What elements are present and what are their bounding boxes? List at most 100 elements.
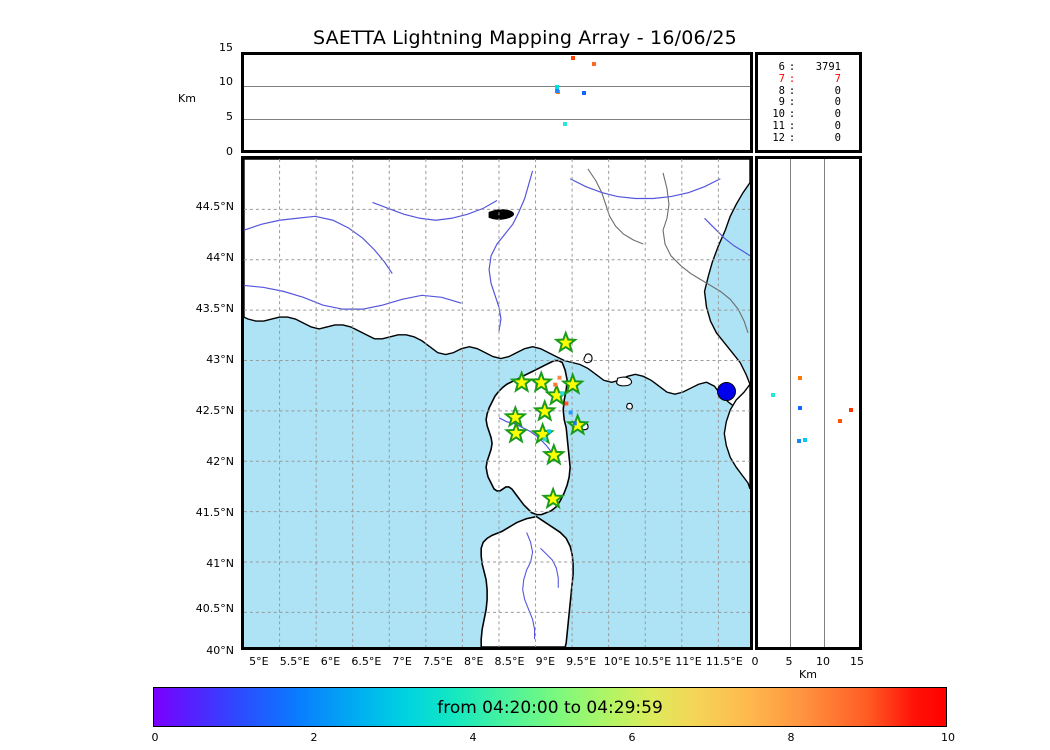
island-sardinia [480, 515, 574, 647]
gridline-10km-vertical [824, 159, 825, 647]
lat-tick-43-5: 43.5°N [195, 302, 234, 315]
lon-tick-8: 8°E [463, 655, 484, 668]
lightning-source-point [838, 418, 843, 423]
legend-station-count: 0 [834, 96, 841, 109]
country-border [662, 172, 749, 334]
river-sardinia [522, 532, 536, 640]
lon-tick-9: 9°E [535, 655, 556, 668]
station-star-icon [532, 398, 557, 422]
legend-row: 6: 3791 [766, 61, 842, 74]
time-colorbar[interactable] [153, 687, 947, 727]
lightning-source-point [803, 437, 808, 442]
islet-capraia [583, 353, 593, 364]
lat-tick-40: 40°N [206, 644, 234, 657]
top-panel-tick-0: 0 [226, 145, 233, 158]
lightning-source-point [572, 421, 577, 426]
map-source-points [542, 375, 577, 442]
lon-tick-11: 11°E [675, 655, 702, 668]
lightning-source-point [562, 122, 567, 127]
gridline-5km [244, 119, 750, 120]
lon-tick-6: 6°E [320, 655, 341, 668]
river-sardinia-2 [540, 547, 559, 588]
lightning-source-point [554, 85, 559, 90]
river-east [704, 217, 750, 257]
legend-station-count: 7 [834, 72, 841, 85]
legend-separator: : [788, 84, 796, 97]
legend-separator: : [788, 61, 796, 73]
lightning-source-point [581, 91, 586, 95]
station-star-icon [553, 330, 578, 354]
right-panel-tick-15: 15 [850, 655, 864, 668]
altitude-latitude-panel[interactable] [755, 156, 862, 650]
right-panel-x-axis-label: Km [799, 668, 817, 681]
legend-row: 11: 0 [766, 119, 842, 133]
highlight-marker-blue [717, 382, 737, 402]
lon-tick-7: 7°E [392, 655, 412, 668]
lightning-source-point [571, 55, 576, 60]
lightning-source-point [564, 401, 569, 406]
legend-station-count: 3791 [815, 61, 841, 73]
right-panel-tick-10: 10 [816, 655, 830, 668]
map-svg [244, 159, 750, 647]
legend-row: 10: 0 [766, 108, 842, 121]
lightning-source-point [592, 61, 597, 66]
lightning-source-point [798, 376, 803, 381]
lightning-source-point [770, 393, 775, 398]
lat-tick-43: 43°N [206, 353, 234, 366]
legend-station-id: 7 [778, 72, 785, 85]
lon-tick-5: 5°E [249, 655, 269, 668]
legend-row: 12: 0 [766, 131, 842, 145]
altitude-longitude-panel[interactable] [241, 52, 753, 153]
lightning-source-point [848, 407, 853, 412]
colorbar-tick-2: 2 [310, 731, 318, 744]
map-canvas [244, 159, 750, 647]
legend-station-id: 8 [778, 84, 785, 97]
top-panel-tick-10: 10 [219, 75, 233, 88]
lat-tick-44-5: 44.5°N [195, 200, 234, 213]
colorbar-tick-6: 6 [628, 731, 636, 744]
station-count-legend[interactable]: 6:3791 7:7 8:0 9:0 10:0 11:0 12:0 [755, 52, 862, 153]
lon-tick-5-5: 5.5°E [279, 655, 310, 668]
map-gridlines [244, 159, 750, 647]
lat-tick-42: 42°N [206, 455, 234, 468]
river-north-a [244, 215, 393, 274]
legend-station-count: 0 [834, 108, 841, 120]
legend-station-id: 11 [772, 119, 785, 132]
top-panel-y-axis-label: Km [178, 92, 196, 105]
map-panel[interactable] [241, 156, 753, 650]
legend-separator: : [788, 72, 796, 85]
station-star-icon [509, 369, 534, 393]
top-panel-tick-15: 15 [219, 41, 233, 54]
landmass-europe [244, 159, 750, 411]
lightning-source-point [542, 437, 547, 442]
station-star-icon [503, 420, 529, 444]
station-star-icon [541, 442, 566, 466]
river-rhone [488, 170, 534, 331]
colorbar-tick-0: 0 [151, 731, 159, 744]
lon-tick-6-5: 6.5°E [351, 655, 382, 668]
legend-station-id: 9 [778, 96, 785, 109]
lightning-source-point [568, 410, 573, 415]
station-star-icon [560, 371, 585, 395]
legend-separator: : [788, 96, 796, 109]
station-star-icon [503, 404, 528, 428]
legend-separator: : [788, 119, 796, 132]
islet-small-a [626, 402, 633, 410]
station-star-icon [565, 412, 590, 436]
lon-tick-11-5: 11.5°E [705, 655, 743, 668]
colorbar-caption: from 04:20:00 to 04:29:59 [437, 698, 663, 718]
colorbar-tick-10: 10 [941, 731, 955, 744]
lon-tick-9-5: 9.5°E [566, 655, 597, 668]
lightning-source-point [557, 375, 562, 380]
right-panel-tick-0: 0 [751, 655, 759, 668]
colorbar-tick-8: 8 [787, 731, 795, 744]
legend-separator: : [788, 108, 796, 120]
legend-separator: : [788, 131, 796, 144]
river-po [569, 178, 721, 200]
islet-elba [616, 376, 633, 387]
legend-station-count: 0 [834, 131, 841, 144]
legend-row: 7:7 [766, 72, 842, 86]
river-north-b [372, 199, 498, 221]
lon-tick-7-5: 7.5°E [422, 655, 453, 668]
lightning-source-point [547, 429, 551, 434]
